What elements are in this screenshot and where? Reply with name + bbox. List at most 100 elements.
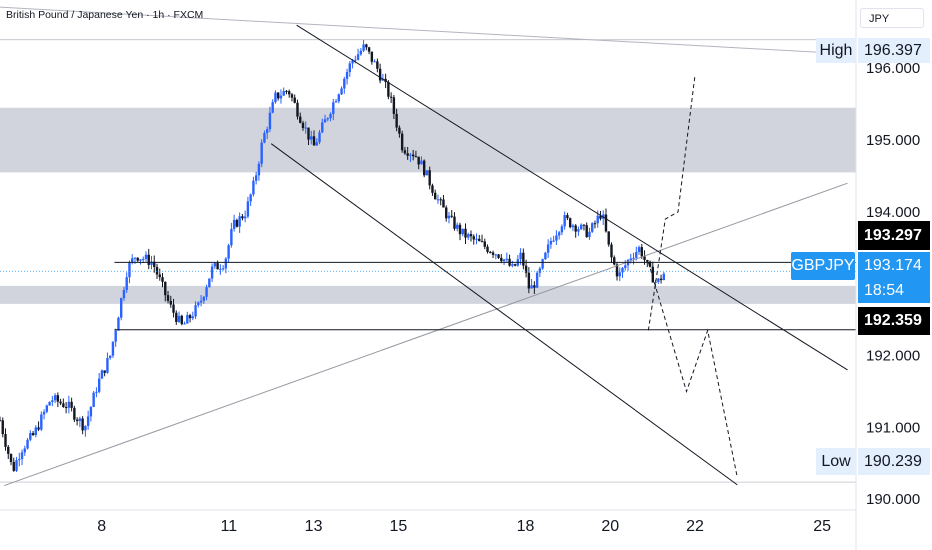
candle-body: [20, 452, 24, 459]
candle-body: [376, 61, 379, 69]
time-tick-label: 20: [601, 518, 619, 535]
candle-body: [103, 370, 106, 373]
candle-body: [533, 285, 536, 288]
candle-body: [579, 224, 583, 230]
candle-body: [657, 278, 660, 282]
candle-body: [469, 234, 473, 237]
candle-body: [425, 170, 429, 176]
candle-body: [643, 256, 646, 261]
candle-body: [216, 263, 219, 270]
candle-body: [131, 258, 134, 263]
candle-body: [183, 323, 186, 325]
candle-body: [434, 192, 437, 200]
candle-body: [221, 268, 225, 270]
candle-body: [254, 175, 258, 181]
currency-selector[interactable]: JPY: [860, 8, 924, 28]
candle-body: [524, 265, 528, 273]
candle-body: [326, 118, 329, 120]
candle-body: [15, 460, 18, 471]
candle-body: [213, 263, 217, 267]
candle-body: [194, 305, 197, 317]
candle-body: [563, 215, 566, 227]
candle-body: [321, 122, 324, 133]
low-label: Low: [816, 448, 856, 475]
candle-body: [420, 160, 423, 165]
candle-body: [582, 224, 586, 226]
candle-body: [147, 254, 150, 265]
candle-body: [571, 225, 575, 228]
candle-body: [252, 180, 255, 195]
candle-body: [235, 219, 239, 227]
candle-body: [75, 419, 79, 421]
candle-body: [288, 91, 291, 95]
candle-body: [310, 136, 313, 140]
candle-body: [646, 260, 649, 262]
candle-body: [422, 160, 426, 176]
candle-body: [373, 61, 376, 63]
candle-body: [271, 102, 274, 113]
candle-body: [0, 420, 2, 422]
candle-body: [502, 259, 506, 262]
candle-body: [400, 133, 404, 151]
bar-countdown: 18:54: [858, 279, 930, 303]
candle-body: [406, 153, 409, 156]
candle-body: [483, 241, 486, 247]
candle-body: [450, 215, 453, 217]
candle-body: [296, 102, 299, 117]
candle-body: [557, 232, 561, 236]
channel-lower-line: [270, 143, 738, 486]
candle-body: [265, 129, 269, 134]
candle-body: [186, 315, 189, 324]
candle-body: [7, 446, 10, 454]
candle-body: [249, 194, 252, 202]
level-upper-value: 193.297: [858, 221, 930, 250]
candle-body: [414, 156, 418, 158]
time-tick-label: 15: [389, 518, 407, 535]
candle-body: [56, 395, 60, 402]
zones-layer: [0, 107, 856, 304]
candle-body: [370, 51, 374, 62]
candle-body: [299, 116, 302, 123]
candle-body: [486, 246, 489, 252]
candle-body: [522, 252, 525, 266]
price-tick-label: 195.000: [866, 132, 920, 149]
candle-body: [108, 355, 112, 358]
candle-body: [37, 427, 40, 430]
candle-body: [188, 315, 192, 319]
candle-body: [114, 330, 117, 342]
candle-body: [232, 219, 236, 230]
candle-body: [392, 97, 396, 114]
candle-body: [549, 240, 553, 245]
candle-body: [202, 296, 206, 301]
candle-body: [343, 78, 346, 89]
candle-body: [125, 277, 128, 291]
candle-body: [453, 216, 456, 229]
price-axis[interactable]: 196.000 195.000 194.000 192.000 191.000 190.0…: [855, 0, 920, 550]
candle-body: [541, 259, 544, 269]
candle-body: [78, 418, 82, 421]
candle-body: [238, 216, 241, 227]
resistance-trendline: [0, 6, 848, 55]
candle-body: [307, 127, 310, 140]
candle-body: [153, 261, 156, 267]
time-axis[interactable]: 8 11 13 15 18 20 22 25: [0, 509, 856, 535]
candle-body: [128, 262, 131, 278]
symbol-label: GBPJPY: [791, 252, 855, 280]
candle-body: [111, 341, 115, 356]
candle-body: [18, 458, 21, 461]
candle-body: [618, 272, 621, 277]
candle-body: [659, 278, 663, 281]
candle-body: [315, 142, 318, 146]
time-tick-label: 18: [517, 518, 535, 535]
candle-body: [464, 228, 467, 238]
candle-body: [354, 59, 357, 61]
candle-body: [318, 132, 321, 143]
candle-body: [285, 90, 288, 92]
candle-body: [387, 82, 390, 97]
time-tick-label: 11: [221, 518, 238, 535]
candle-body: [621, 267, 624, 273]
candles-layer: [0, 39, 666, 472]
candle-body: [142, 258, 145, 260]
candle-body: [403, 150, 407, 154]
